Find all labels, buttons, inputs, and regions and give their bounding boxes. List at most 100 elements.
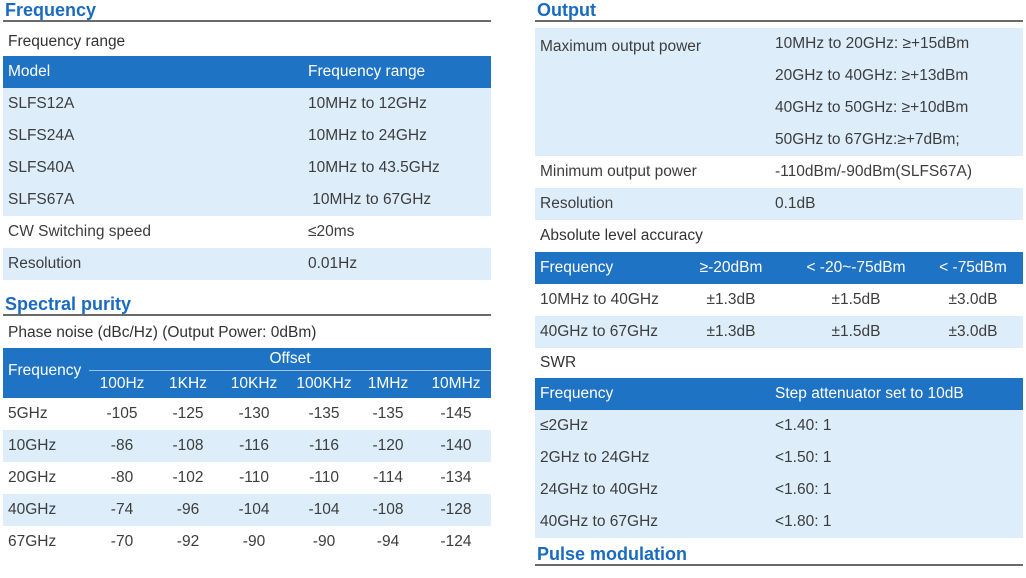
swr-frequency-header: Frequency	[540, 385, 614, 402]
accuracy-value-cell: ±3.0dB	[948, 323, 998, 340]
pn-value-cell: -116	[239, 437, 269, 454]
pn-value-cell: -124	[440, 533, 472, 550]
table-row: 67GHz -70 -92 -90 -90 -94 -124	[3, 526, 491, 558]
pn-value-cell: -94	[376, 533, 400, 550]
offset-col-header: 1MHz	[367, 375, 409, 392]
pn-value-cell: -104	[238, 501, 270, 518]
table-row: ≤2GHz <1.40: 1	[535, 410, 1023, 442]
model-cell: SLFS40A	[8, 159, 75, 176]
accuracy-value-cell: ±3.0dB	[948, 291, 998, 308]
cw-switching-value: ≤20ms	[308, 223, 355, 240]
pn-value-cell: -116	[309, 437, 339, 454]
pn-value-cell: -120	[372, 437, 404, 454]
frequency-range-header-row: Model Frequency range	[3, 56, 491, 88]
accuracy-col-header: < -75dBm	[939, 259, 1007, 276]
swr-attenuator-header: Step attenuator set to 10dB	[775, 385, 964, 402]
phase-noise-subtitle: Phase noise (dBc/Hz) (Output Power: 0dBm…	[8, 324, 317, 341]
pn-value-cell: -145	[440, 405, 472, 422]
range-cell: 10MHz to 67GHz	[308, 191, 432, 208]
swr-subtitle: SWR	[540, 354, 577, 371]
right-column: Output Maximum output power 10MHz to 20G…	[535, 0, 1023, 566]
accuracy-value-cell: ±1.3dB	[706, 291, 756, 308]
pn-frequency-cell: 20GHz	[8, 469, 57, 486]
cw-switching-row: CW Switching speed ≤20ms	[3, 216, 491, 248]
absolute-level-accuracy-subtitle: Absolute level accuracy	[540, 227, 703, 244]
offset-col-header: 100KHz	[296, 375, 352, 392]
accuracy-value-cell: ±1.3dB	[706, 323, 756, 340]
phase-noise-frequency-header: Frequency	[8, 362, 82, 379]
pn-value-cell: -135	[372, 405, 404, 422]
pn-value-cell: -125	[172, 405, 204, 422]
table-row: 5GHz -105 -125 -130 -135 -135 -145	[3, 398, 491, 430]
table-row: 40GHz to 67GHz <1.80: 1	[535, 506, 1023, 538]
swr-frequency-cell: 40GHz to 67GHz	[540, 513, 659, 530]
resolution-value: 0.01Hz	[308, 255, 358, 272]
output-section-title: Output	[537, 0, 596, 20]
resolution-label: Resolution	[8, 255, 82, 272]
table-row: 40GHz -74 -96 -104 -104 -108 -128	[3, 494, 491, 526]
spectral-purity-title: Spectral purity	[5, 294, 132, 314]
accuracy-col-header: < -20~-75dBm	[806, 259, 906, 276]
range-cell: 10MHz to 24GHz	[308, 127, 427, 144]
output-resolution-label: Resolution	[540, 195, 614, 212]
table-row: 10MHz to 40GHz ±1.3dB ±1.5dB ±3.0dB	[535, 284, 1023, 316]
pn-value-cell: -70	[110, 533, 134, 550]
section-divider	[3, 20, 491, 22]
max-output-power-value: 20GHz to 40GHz: ≥+13dBm	[775, 67, 969, 84]
pn-value-cell: -130	[238, 405, 270, 422]
pn-value-cell: -92	[176, 533, 200, 550]
swr-frequency-cell: 2GHz to 24GHz	[540, 449, 650, 466]
output-resolution-row: Resolution 0.1dB	[535, 188, 1023, 220]
table-row: SLFS12A 10MHz to 12GHz	[3, 88, 491, 120]
section-divider	[535, 20, 1023, 22]
cw-switching-label: CW Switching speed	[8, 223, 152, 240]
pn-value-cell: -90	[312, 533, 336, 550]
accuracy-header-row: Frequency ≥-20dBm < -20~-75dBm < -75dBm	[535, 252, 1023, 284]
offset-header: Offset	[269, 350, 311, 367]
pn-value-cell: -134	[440, 469, 472, 486]
max-output-power-value: 40GHz to 50GHz: ≥+10dBm	[775, 99, 969, 116]
model-cell: SLFS12A	[8, 95, 75, 112]
range-cell: 10MHz to 12GHz	[308, 95, 427, 112]
pn-value-cell: -105	[106, 405, 138, 422]
accuracy-value-cell: ±1.5dB	[831, 291, 881, 308]
pn-value-cell: -108	[372, 501, 404, 518]
table-row: 20GHz -80 -102 -110 -110 -114 -134	[3, 462, 491, 494]
swr-frequency-cell: ≤2GHz	[540, 417, 589, 434]
pn-frequency-cell: 67GHz	[8, 533, 57, 550]
accuracy-frequency-header: Frequency	[540, 259, 614, 276]
left-column: Frequency Frequency range Model Frequenc…	[3, 0, 491, 558]
table-row: 40GHz to 67GHz ±1.3dB ±1.5dB ±3.0dB	[535, 316, 1023, 348]
swr-value-cell: <1.60: 1	[775, 481, 832, 498]
model-cell: SLFS67A	[8, 191, 75, 208]
pn-value-cell: -110	[239, 469, 269, 486]
offset-col-header: 100Hz	[99, 375, 145, 392]
model-cell: SLFS24A	[8, 127, 75, 144]
accuracy-frequency-cell: 10MHz to 40GHz	[540, 291, 659, 308]
pn-value-cell: -86	[110, 437, 134, 454]
swr-value-cell: <1.80: 1	[775, 513, 832, 530]
frequency-range-subtitle: Frequency range	[8, 33, 126, 50]
phase-noise-header: Frequency Offset 100Hz 1KHz 10KHz 100KHz…	[3, 348, 491, 398]
min-output-power-value: -110dBm/-90dBm(SLFS67A)	[775, 163, 972, 180]
offset-col-header: 10MHz	[431, 375, 481, 392]
table-row: 24GHz to 40GHz <1.60: 1	[535, 474, 1023, 506]
min-output-power-row: Minimum output power -110dBm/-90dBm(SLFS…	[535, 156, 1023, 188]
pn-value-cell: -90	[242, 533, 266, 550]
accuracy-col-header: ≥-20dBm	[699, 259, 763, 276]
offset-col-header: 1KHz	[169, 375, 207, 392]
offset-col-header: 10KHz	[230, 375, 278, 392]
pn-value-cell: -80	[110, 469, 134, 486]
model-header: Model	[8, 63, 51, 80]
table-row: 10GHz -86 -108 -116 -116 -120 -140	[3, 430, 491, 462]
pn-value-cell: -96	[176, 501, 200, 518]
frequency-range-header: Frequency range	[308, 63, 426, 80]
accuracy-value-cell: ±1.5dB	[831, 323, 881, 340]
range-cell: 10MHz to 43.5GHz	[308, 159, 440, 176]
section-divider	[535, 564, 1023, 566]
pn-frequency-cell: 40GHz	[8, 501, 57, 518]
pn-value-cell: -104	[308, 501, 340, 518]
table-row: 2GHz to 24GHz <1.50: 1	[535, 442, 1023, 474]
pn-value-cell: -114	[373, 469, 403, 486]
accuracy-frequency-cell: 40GHz to 67GHz	[540, 323, 659, 340]
